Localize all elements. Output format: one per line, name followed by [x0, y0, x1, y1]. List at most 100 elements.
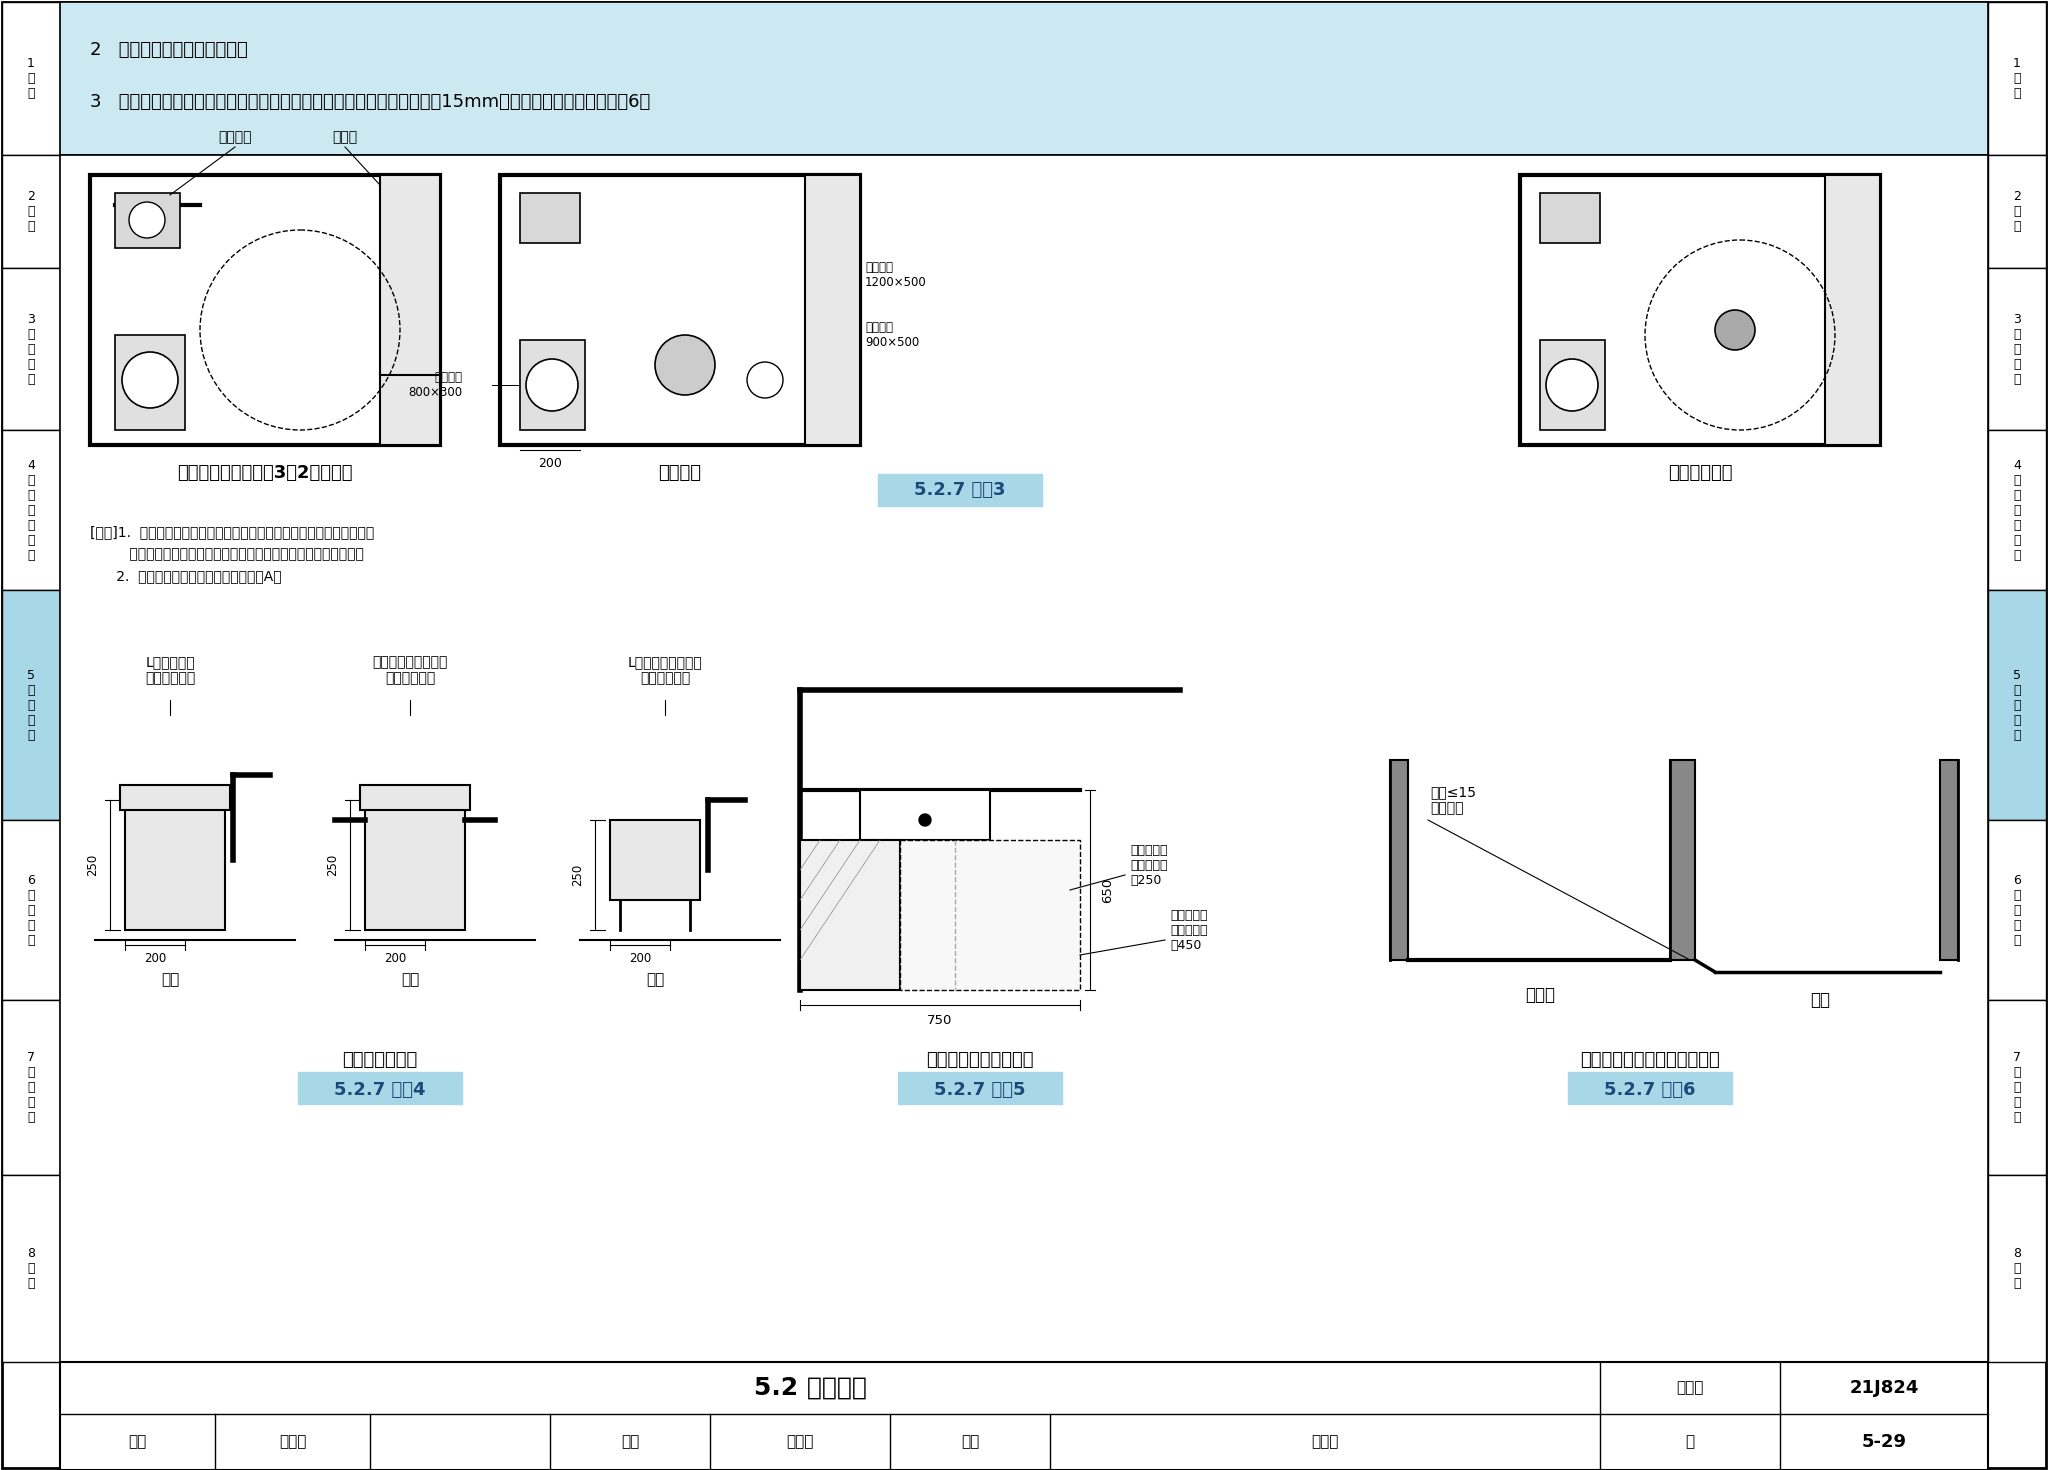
Bar	[879, 473, 1042, 506]
Text: 2
术
语: 2 术 语	[27, 190, 35, 234]
Bar	[125, 800, 225, 931]
Bar	[1989, 268, 2046, 431]
Text: 设计: 设计	[961, 1435, 979, 1449]
Circle shape	[1546, 359, 1597, 412]
Bar	[381, 175, 440, 445]
Bar	[1989, 1175, 2046, 1363]
Circle shape	[655, 335, 715, 395]
Circle shape	[526, 359, 578, 412]
Circle shape	[123, 351, 178, 409]
Text: 轮椅使用状态: 轮椅使用状态	[1667, 465, 1733, 482]
Bar	[360, 785, 469, 810]
Bar	[2, 1175, 59, 1363]
Text: 6
专
门
要
求: 6 专 门 要 求	[27, 873, 35, 947]
Bar	[1520, 175, 1880, 445]
Text: 250: 250	[86, 854, 100, 876]
Bar	[1939, 760, 1958, 960]
Text: 2.  助浴、助厕、助洁空间尺寸见附录A。: 2. 助浴、助厕、助洁空间尺寸见附录A。	[90, 569, 283, 584]
Text: 8
附
录: 8 附 录	[2013, 1247, 2021, 1291]
Text: 浴位: 浴位	[645, 973, 664, 988]
Bar	[1569, 1072, 1733, 1104]
Bar	[1825, 175, 1880, 445]
Bar	[1989, 820, 2046, 1000]
Text: 2   应有良好的通风换气措施。: 2 应有良好的通风换气措施。	[90, 41, 248, 59]
Bar	[1989, 589, 2046, 820]
Text: 5-29: 5-29	[1862, 1433, 1907, 1451]
Bar	[365, 800, 465, 931]
Text: L型扶手，辅助坐、
站、水平位移: L型扶手，辅助坐、 站、水平位移	[627, 656, 702, 685]
Text: 审核: 审核	[129, 1435, 147, 1449]
Text: 居室: 居室	[1810, 991, 1831, 1008]
Bar	[1669, 760, 1696, 960]
Text: 200: 200	[629, 951, 651, 964]
Text: 间仅限护理型单人间居室和较少使用轮椅的非护理型居室使用。: 间仅限护理型单人间居室和较少使用轮椅的非护理型居室使用。	[90, 547, 365, 562]
Text: 4
基
地
与
室
平
面: 4 基 地 与 室 平 面	[2013, 459, 2021, 562]
Text: 李弘玉: 李弘玉	[1311, 1435, 1339, 1449]
Text: 200: 200	[143, 951, 166, 964]
Text: 250: 250	[326, 854, 340, 876]
Circle shape	[920, 814, 932, 826]
Text: 21J824: 21J824	[1849, 1379, 1919, 1396]
Text: 上翻扶手: 上翻扶手	[219, 129, 252, 144]
Text: 校对: 校对	[621, 1435, 639, 1449]
Text: 750: 750	[928, 1013, 952, 1026]
Text: 1
总
则: 1 总 则	[27, 57, 35, 100]
Bar	[1540, 193, 1599, 243]
Bar	[801, 839, 899, 989]
Text: 助厕空间
900×500: 助厕空间 900×500	[864, 320, 920, 348]
Text: 助洁空间
800×300: 助洁空间 800×300	[408, 370, 463, 398]
Bar	[805, 175, 860, 445]
Text: 盥洗位下部留空示意图: 盥洗位下部留空示意图	[926, 1051, 1034, 1069]
Bar	[2, 820, 59, 1000]
Bar	[1989, 1000, 2046, 1175]
Bar	[59, 1, 1989, 154]
Bar	[520, 340, 586, 431]
Text: 5
建
筑
设
计: 5 建 筑 设 计	[27, 669, 35, 741]
Text: 4
基
地
与
室
平
面: 4 基 地 与 室 平 面	[27, 459, 35, 562]
Bar	[90, 175, 440, 445]
Text: 650: 650	[1102, 878, 1114, 903]
Text: 200: 200	[539, 457, 561, 469]
Text: 页: 页	[1686, 1435, 1694, 1449]
Text: 1
总
则: 1 总 则	[2013, 57, 2021, 100]
Bar	[500, 175, 860, 445]
Bar	[1989, 1, 2046, 154]
Circle shape	[748, 362, 782, 398]
Text: 8
附
录: 8 附 录	[27, 1247, 35, 1291]
Bar	[2, 1000, 59, 1175]
Text: 7
建
筑
设
备: 7 建 筑 设 备	[2013, 1051, 2021, 1125]
Text: 3   与相邻房间室内地坪不宜有高差；当有不可避免的高差时，不应大于15mm，且应以斜坡过渡。【图示6】: 3 与相邻房间室内地坪不宜有高差；当有不可避免的高差时，不应大于15mm，且应以…	[90, 93, 651, 112]
Bar	[59, 1363, 1989, 1470]
Text: 6
专
门
要
求: 6 专 门 要 求	[2013, 873, 2021, 947]
Text: 5.2 生活用房: 5.2 生活用房	[754, 1376, 866, 1399]
Text: 7
建
筑
设
备: 7 建 筑 设 备	[27, 1051, 35, 1125]
Text: 下部留空，
容膝空间，
深250: 下部留空， 容膝空间， 深250	[1130, 844, 1167, 886]
Text: 王志民: 王志民	[279, 1435, 307, 1449]
Text: 助力扶手示意图: 助力扶手示意图	[342, 1051, 418, 1069]
Bar	[2, 1, 59, 154]
Text: 5.2.7 图示3: 5.2.7 图示3	[913, 481, 1006, 498]
Bar	[115, 335, 184, 431]
Text: 卫大可: 卫大可	[786, 1435, 813, 1449]
Text: 2
术
语: 2 术 语	[2013, 190, 2021, 234]
Text: 3
基
本
规
定: 3 基 本 规 定	[27, 313, 35, 385]
Bar	[1989, 154, 2046, 268]
Bar	[860, 789, 989, 839]
Text: 卫生间: 卫生间	[1526, 986, 1554, 1004]
Bar	[59, 154, 1989, 1363]
Text: 5.2.7 图示5: 5.2.7 图示5	[934, 1080, 1026, 1100]
Text: 折叠门: 折叠门	[332, 129, 358, 144]
Text: 卫生间与相邻房间高差示意图: 卫生间与相邻房间高差示意图	[1581, 1051, 1720, 1069]
Text: 厕位: 厕位	[162, 973, 178, 988]
Bar	[121, 785, 229, 810]
Bar	[115, 193, 180, 248]
Text: 助厕空间
1200×500: 助厕空间 1200×500	[864, 262, 928, 290]
Bar	[610, 820, 700, 900]
Bar	[1540, 340, 1606, 431]
Text: 上翻或平折扶手辅助
入位、坐、站: 上翻或平折扶手辅助 入位、坐、站	[373, 656, 449, 685]
Circle shape	[129, 201, 166, 238]
Bar	[899, 839, 1079, 989]
Bar	[897, 1072, 1063, 1104]
Text: 厕位: 厕位	[401, 973, 420, 988]
Text: 居室卫生间平面布置3（2件洁具）: 居室卫生间平面布置3（2件洁具）	[178, 465, 352, 482]
